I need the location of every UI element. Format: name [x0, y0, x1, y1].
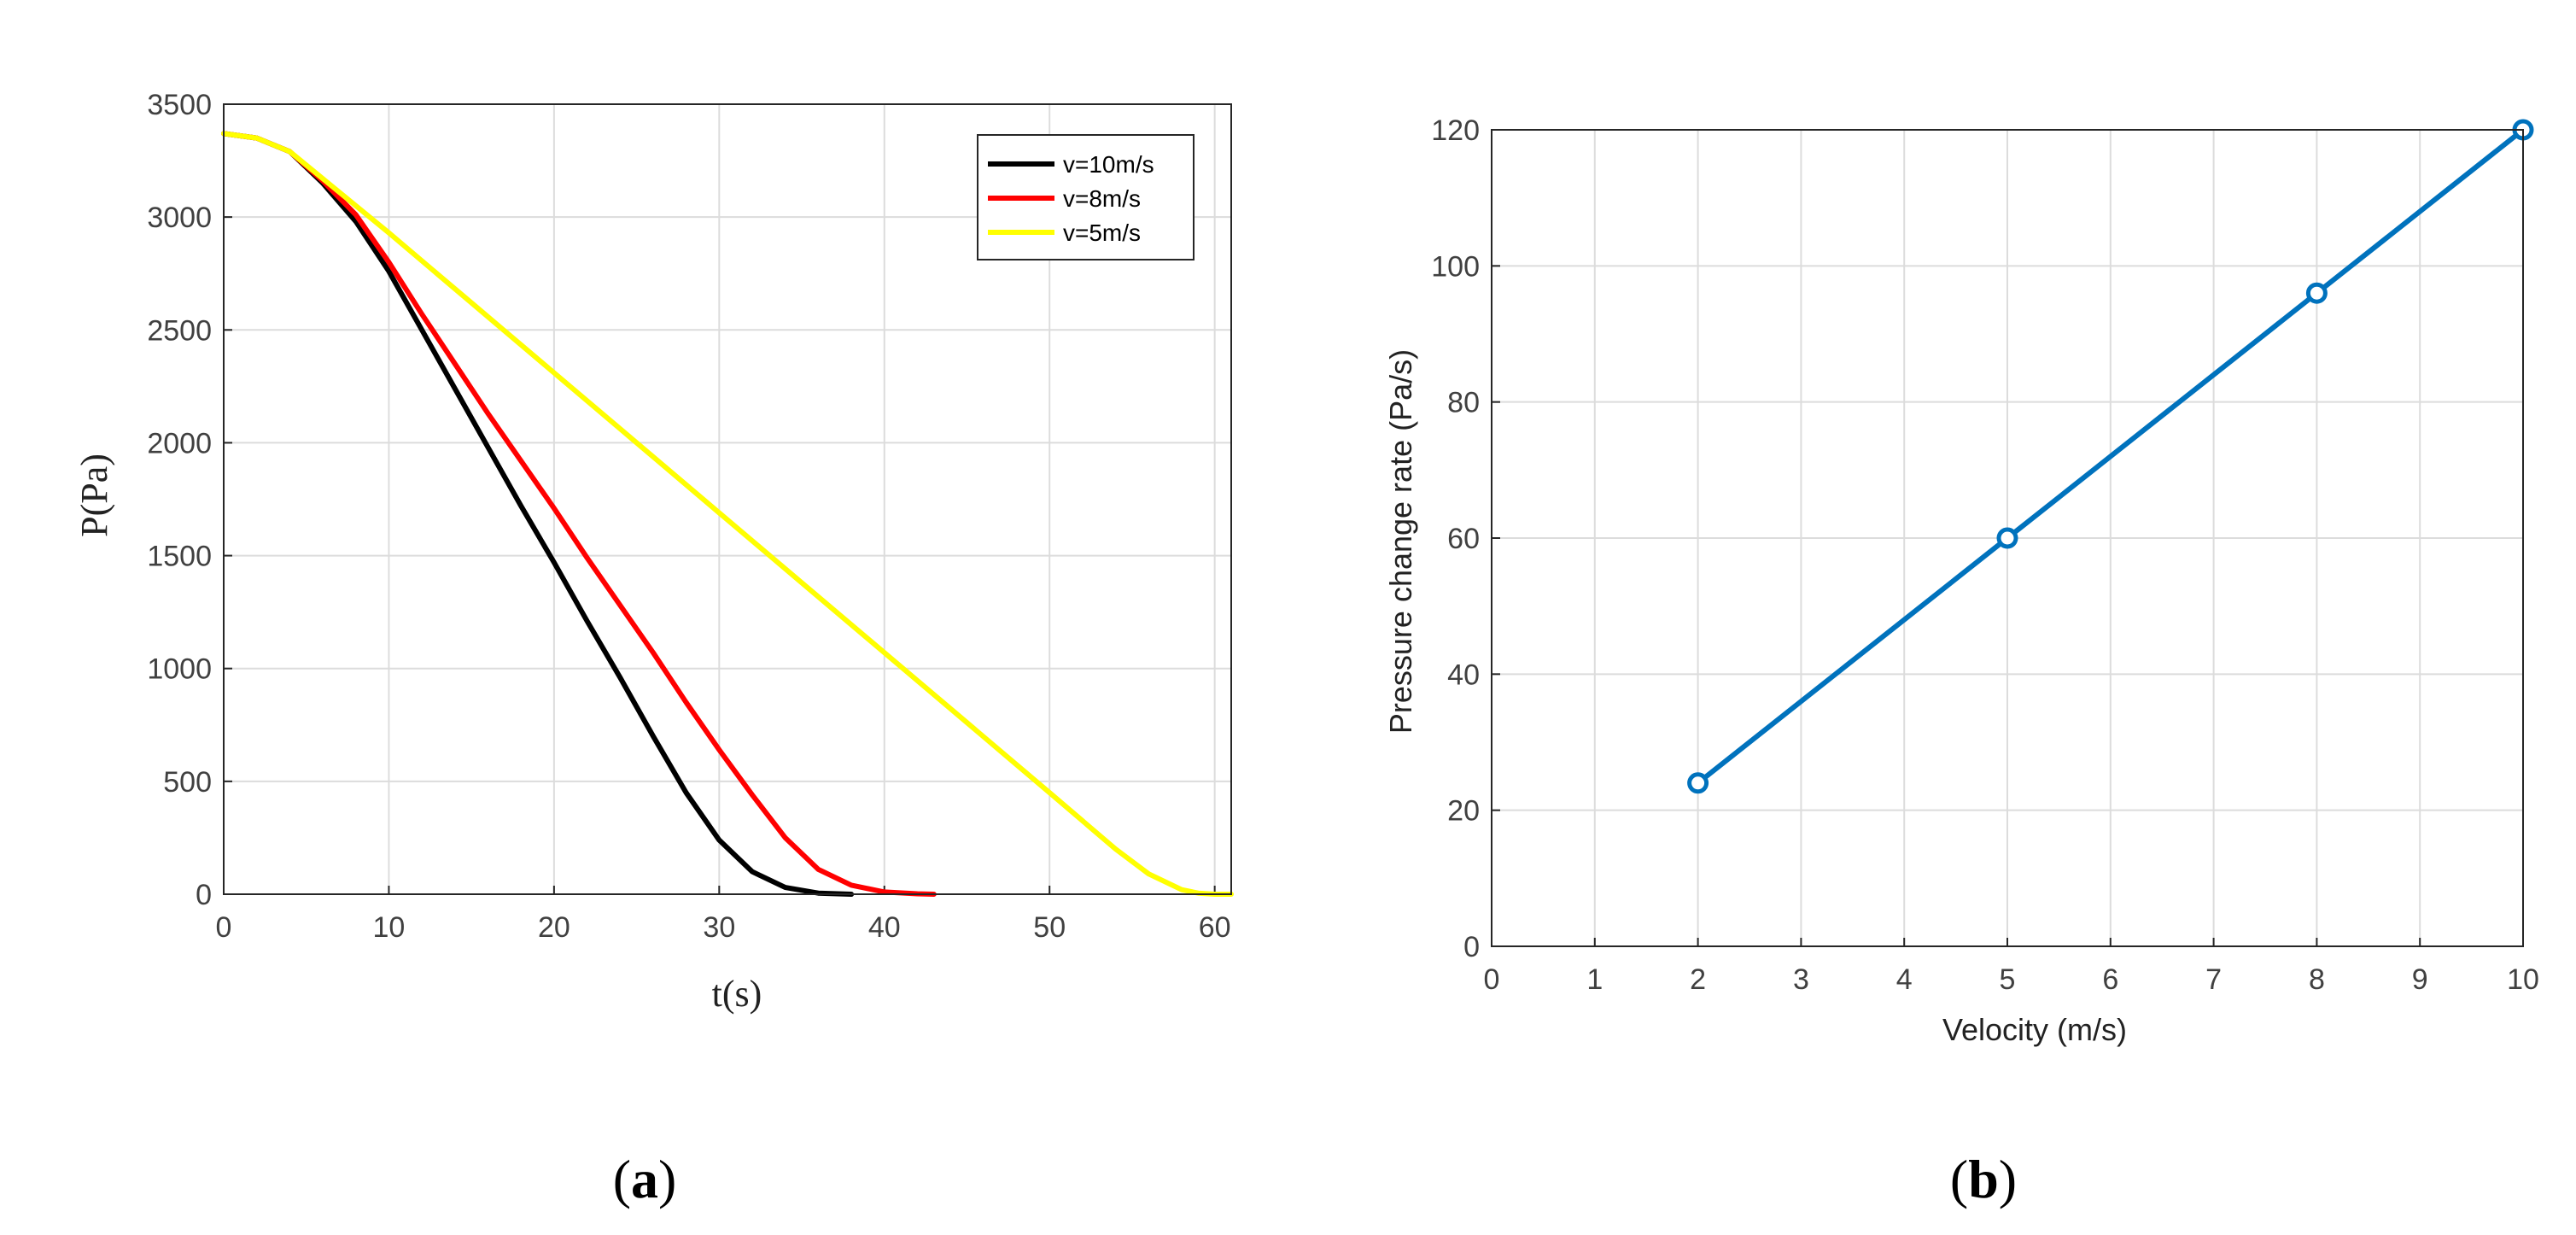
- series-line-a-1: [221, 131, 937, 897]
- legend-entry: v=10m/s: [1063, 151, 1154, 178]
- y-tick-label: 2000: [147, 427, 212, 459]
- x-tick-label: 0: [216, 911, 232, 944]
- y-axis-label-b: Pressure change rate (Pa/s): [1383, 349, 1418, 734]
- data-point: [1996, 527, 2018, 549]
- series-line-a-0: [221, 131, 855, 897]
- panel-caption-a: (a): [613, 1149, 677, 1209]
- x-tick-label: 30: [703, 911, 735, 944]
- x-tick-label: 3: [1793, 963, 1809, 996]
- legend-entry: v=8m/s: [1063, 185, 1141, 212]
- x-tick-label: 60: [1199, 911, 1231, 944]
- data-point: [1687, 772, 1709, 794]
- y-tick-label: 40: [1447, 658, 1480, 691]
- y-tick-label: 1500: [147, 541, 212, 573]
- y-tick-label: 0: [196, 879, 212, 911]
- plot-frame-a: [223, 103, 1232, 895]
- y-tick-label: 120: [1431, 114, 1480, 147]
- x-tick-label: 5: [2000, 963, 2016, 996]
- series-line-a-2: [221, 131, 1234, 897]
- series-line-b-0: [1695, 127, 2526, 786]
- y-tick-label: 2500: [147, 314, 212, 347]
- y-tick-label: 0: [1463, 931, 1480, 963]
- legend-a: v=10m/s v=8m/s v=5m/s: [977, 134, 1195, 260]
- y-tick-label: 500: [163, 766, 212, 799]
- x-tick-label: 2: [1690, 963, 1706, 996]
- x-tick-label: 1: [1586, 963, 1603, 996]
- chart-panel-a: 0 10 20 30 40 50 60 0 500 1000 1500 2000 2500 3000 350…: [73, 89, 1234, 1015]
- plot-frame-b: [1491, 129, 2524, 947]
- x-tick-label: 8: [2309, 963, 2325, 996]
- panel-caption-b: (b): [1950, 1149, 2017, 1209]
- x-tick-label: 7: [2205, 963, 2222, 996]
- legend-entry: v=5m/s: [1063, 219, 1141, 246]
- y-tick-label: 80: [1447, 387, 1480, 419]
- x-tick-label: 4: [1896, 963, 1913, 996]
- series-group-a: [221, 131, 1234, 897]
- x-axis-label-a: t(s): [712, 973, 762, 1015]
- x-axis-label-b: Velocity (m/s): [1942, 1012, 2127, 1047]
- x-tick-label: 6: [2102, 963, 2118, 996]
- y-tick-label: 100: [1431, 250, 1480, 283]
- data-point: [2305, 282, 2328, 304]
- y-tick-label: 1000: [147, 653, 212, 686]
- x-tick-label: 10: [373, 911, 406, 944]
- x-tick-label: 0: [1484, 963, 1500, 996]
- y-tick-label: 60: [1447, 523, 1480, 555]
- x-tick-label: 9: [2412, 963, 2428, 996]
- x-tick-label: 50: [1033, 911, 1066, 944]
- y-tick-label: 3000: [147, 202, 212, 234]
- x-tick-label: 40: [868, 911, 901, 944]
- x-tick-label: 10: [2507, 963, 2539, 996]
- y-axis-label-a: P(Pa): [73, 454, 115, 537]
- tick-labels-a: 0 10 20 30 40 50 60 0 500 1000 1500 2000 2500 3000 350…: [147, 89, 1230, 944]
- y-tick-label: 3500: [147, 89, 212, 121]
- series-group-b: [1687, 119, 2534, 794]
- y-tick-label: 20: [1447, 795, 1480, 828]
- x-tick-label: 20: [538, 911, 570, 944]
